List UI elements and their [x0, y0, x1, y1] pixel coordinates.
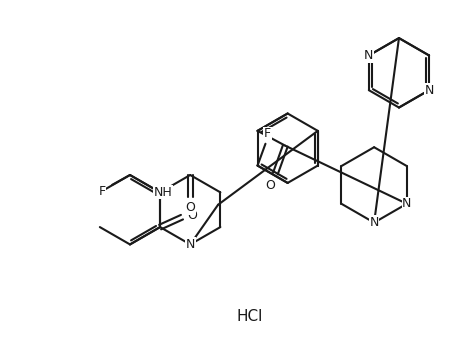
Text: O: O	[266, 179, 275, 192]
Text: N: N	[370, 216, 379, 229]
Text: N: N	[185, 238, 195, 251]
Text: N: N	[364, 49, 374, 62]
Text: O: O	[187, 209, 197, 222]
Text: N: N	[402, 197, 411, 210]
Text: O: O	[185, 201, 195, 214]
Text: N: N	[425, 84, 434, 97]
Text: F: F	[264, 127, 271, 140]
Text: NH: NH	[154, 186, 173, 199]
Text: HCl: HCl	[237, 309, 263, 324]
Text: F: F	[98, 185, 106, 198]
